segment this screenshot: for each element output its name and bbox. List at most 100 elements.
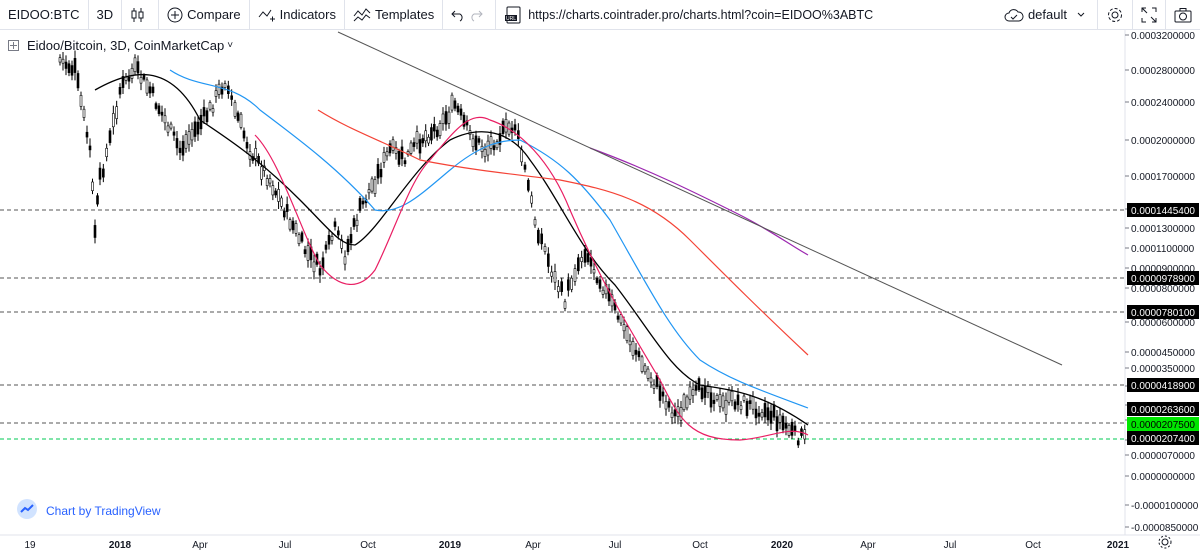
url-field[interactable]: URL https://charts.cointrader.pro/charts…: [496, 0, 881, 30]
undo-button[interactable]: [443, 0, 497, 30]
candle-body: [333, 221, 337, 227]
settings-button[interactable]: [1098, 0, 1133, 30]
chart-style-button[interactable]: [122, 0, 160, 30]
candle-body: [391, 139, 395, 151]
candle-body: [76, 73, 80, 89]
candle-body: [709, 392, 713, 408]
candle-body: [754, 408, 758, 419]
candle-body: [358, 198, 362, 211]
price-chart[interactable]: 0.0003200000 0.0002800000 0.0002400000 0.00…: [0, 30, 1200, 550]
y-tick-label: 0.0001300000: [1131, 224, 1195, 235]
candle-body: [300, 232, 304, 242]
candle-body: [498, 133, 502, 145]
chevron-down-icon[interactable]: ˅: [227, 40, 234, 51]
candle-body: [64, 61, 68, 69]
candle-body: [598, 279, 602, 289]
chart-area[interactable]: 0.0003200000 0.0002800000 0.0002400000 0.00…: [0, 30, 1200, 550]
price-tag-label: 0.0000207400: [1131, 434, 1195, 445]
candle-body: [257, 155, 260, 164]
snapshot-button[interactable]: [1166, 0, 1200, 30]
candle-body: [160, 111, 164, 116]
candle-body: [610, 294, 614, 307]
candle-body: [513, 124, 517, 131]
candle-body: [796, 440, 800, 446]
candle-body: [718, 394, 722, 407]
candle-body: [379, 169, 383, 178]
x-tick-label: 2018: [109, 540, 132, 550]
candle-body: [274, 190, 278, 196]
y-tick-label: 0.0000350000: [1131, 364, 1195, 375]
series-legend[interactable]: Eidoo/Bitcoin, 3D, CoinMarketCap ˅: [8, 38, 233, 53]
candle-body: [757, 412, 761, 417]
price-tag: [1127, 271, 1199, 285]
candle-body: [172, 131, 176, 136]
candle-body: [447, 111, 451, 124]
candle-body: [622, 324, 626, 332]
candle-body: [634, 349, 638, 355]
candle-body: [477, 138, 481, 143]
candle-body: [712, 399, 716, 404]
compare-button[interactable]: Compare: [159, 0, 250, 30]
candle-body: [694, 385, 698, 391]
candle-body: [214, 90, 218, 97]
candle-body: [239, 113, 243, 128]
candle-body: [181, 141, 185, 156]
templates-button[interactable]: Templates: [345, 0, 444, 30]
y-tick-label: -0.0000100000: [1131, 501, 1199, 512]
candle-body: [421, 138, 425, 144]
indicators-button[interactable]: Indicators: [250, 0, 345, 30]
candle-body: [557, 286, 560, 293]
candle-body: [148, 86, 152, 94]
candle-body: [288, 219, 292, 230]
indicators-label: Indicators: [279, 7, 336, 22]
candle-body: [619, 314, 623, 324]
candle-body: [102, 168, 105, 178]
url-text: https://charts.cointrader.pro/charts.htm…: [528, 7, 874, 22]
candle-body: [193, 121, 197, 137]
price-tag-label: 0.0000207500: [1131, 420, 1195, 431]
toolbar-right: default: [996, 0, 1200, 30]
y-tick-label: 0.0003200000: [1131, 31, 1195, 42]
candle-body: [388, 143, 392, 154]
candle-body: [169, 123, 173, 129]
candle-body: [586, 253, 590, 263]
templates-icon: [353, 7, 371, 23]
candle-body: [679, 407, 683, 421]
candle-body: [453, 100, 457, 109]
x-tick-label: 19: [24, 540, 36, 550]
candle-body: [592, 269, 596, 274]
candle-body: [208, 102, 212, 110]
y-tick-label: 0.0000450000: [1131, 348, 1195, 359]
candle-body: [324, 244, 328, 250]
candle-body: [691, 389, 695, 396]
candle-body: [154, 103, 158, 109]
candle-body: [175, 138, 179, 149]
candle-body: [543, 246, 547, 252]
candle-body: [85, 131, 89, 138]
expand-legend-icon[interactable]: [8, 40, 19, 51]
fullscreen-button[interactable]: [1133, 0, 1166, 30]
candle-body: [430, 127, 433, 141]
svg-text:URL: URL: [506, 16, 516, 22]
chart-settings-gear[interactable]: [1158, 535, 1172, 549]
fullscreen-icon: [1141, 7, 1157, 23]
candle-body: [291, 220, 295, 231]
candle-body: [376, 163, 380, 179]
interval-button[interactable]: 3D: [89, 0, 123, 30]
layout-button[interactable]: default: [996, 0, 1098, 30]
candle-body: [763, 403, 767, 418]
candle-body: [355, 219, 359, 226]
symbol-search[interactable]: EIDOO:BTC: [0, 0, 89, 30]
x-tick-label: Apr: [860, 540, 876, 550]
candle-body: [268, 178, 272, 184]
candle-body: [640, 356, 644, 372]
y-tick-label: 0.0000070000: [1131, 451, 1195, 462]
candle-body: [560, 281, 563, 292]
candles-icon: [130, 7, 146, 23]
y-tick-label: 0.0000800000: [1131, 284, 1195, 295]
tradingview-watermark[interactable]: Chart by TradingView: [16, 498, 161, 523]
x-tick-label: Jul: [944, 540, 957, 550]
redo-icon[interactable]: [469, 8, 483, 22]
candle-body: [570, 277, 573, 290]
candle-body: [527, 179, 530, 191]
